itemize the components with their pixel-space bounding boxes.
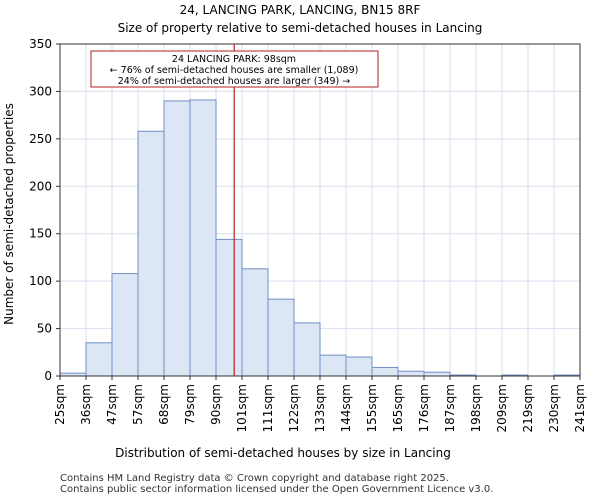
histogram-bar	[85, 342, 113, 377]
y-tick-label: 250	[29, 132, 52, 146]
x-tick-label: 36sqm	[79, 384, 93, 425]
x-tick-label: 230sqm	[547, 384, 561, 432]
x-tick-label: 101sqm	[235, 384, 249, 432]
histogram-bar	[215, 238, 243, 377]
annotation-line-3: 24% of semi-detached houses are larger (…	[118, 76, 351, 87]
y-tick-label: 300	[29, 84, 52, 98]
y-tick-label: 350	[29, 37, 52, 51]
x-tick-label: 111sqm	[261, 384, 275, 432]
chart-title: 24, LANCING PARK, LANCING, BN15 8RF	[180, 3, 421, 17]
footer-line-2: Contains public sector information licen…	[60, 484, 494, 495]
annotation-line-1: 24 LANCING PARK: 98sqm	[172, 54, 296, 65]
x-axis-label: Distribution of semi-detached houses by …	[115, 446, 451, 460]
x-tick-label: 79sqm	[183, 384, 197, 425]
x-tick-label: 25sqm	[53, 384, 67, 425]
x-tick-label: 165sqm	[391, 384, 405, 432]
y-axis-label: Number of semi-detached properties	[2, 103, 16, 325]
x-tick-label: 198sqm	[469, 384, 483, 432]
x-tick-label: 90sqm	[209, 384, 223, 425]
x-tick-label: 155sqm	[365, 384, 379, 432]
x-tick-label: 219sqm	[521, 384, 535, 432]
y-tick-label: 100	[29, 274, 52, 288]
y-tick-label: 0	[44, 369, 52, 383]
histogram-bar	[137, 130, 165, 377]
histogram-bar	[111, 273, 139, 377]
histogram-bar	[397, 370, 425, 377]
histogram-bar	[293, 322, 321, 377]
histogram-bar	[241, 268, 269, 377]
x-tick-label: 241sqm	[573, 384, 587, 432]
annotation-line-2: ← 76% of semi-detached houses are smalle…	[110, 65, 359, 76]
x-tick-label: 133sqm	[313, 384, 327, 432]
histogram-bar	[319, 354, 347, 377]
annotation-box	[90, 50, 379, 88]
x-tick-label: 187sqm	[443, 384, 457, 432]
x-tick-label: 144sqm	[339, 384, 353, 432]
y-tick-label: 150	[29, 227, 52, 241]
y-tick-label: 50	[37, 322, 52, 336]
x-tick-label: 68sqm	[157, 384, 171, 425]
x-tick-label: 176sqm	[417, 384, 431, 432]
x-tick-label: 57sqm	[131, 384, 145, 425]
histogram-bar	[423, 371, 451, 377]
x-tick-label: 122sqm	[287, 384, 301, 432]
footer-line-1: Contains HM Land Registry data © Crown c…	[60, 473, 449, 484]
histogram-bar	[163, 100, 191, 377]
x-tick-label: 209sqm	[495, 384, 509, 432]
histogram-bar	[371, 366, 399, 377]
chart-subtitle: Size of property relative to semi-detach…	[118, 21, 483, 35]
histogram-bar	[267, 298, 295, 377]
y-tick-label: 200	[29, 179, 52, 193]
footer: Contains HM Land Registry data © Crown c…	[60, 473, 493, 495]
histogram-bar	[345, 356, 373, 377]
histogram-bar	[189, 99, 217, 377]
x-tick-label: 47sqm	[105, 384, 119, 425]
